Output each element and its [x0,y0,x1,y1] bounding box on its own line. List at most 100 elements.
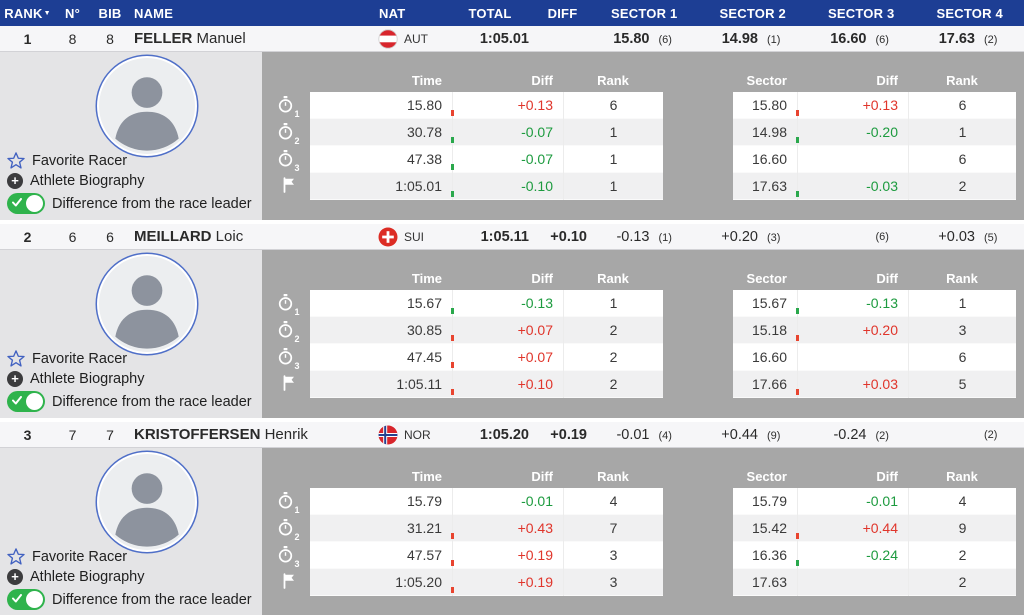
trend-mark [451,137,454,143]
racer-number: 7 [68,426,77,443]
person-silhouette-icon [115,473,179,547]
toggle-on-switch[interactable] [7,391,45,412]
athlete-biography-button[interactable]: + Athlete Biography [7,569,252,585]
sector-row: 15.80 +0.13 6 [733,92,1016,119]
sector-row: 15.79 -0.01 4 [733,488,1016,515]
sector-times-table: Sector Diff Rank 15.80 +0.13 6 14.98 -0.20 1 1… [733,68,1016,200]
trend-mark [796,308,799,314]
toggle-on-switch[interactable] [7,193,45,214]
sector-2-summary: 14.98 (1) [721,30,781,47]
racer-nationality: SUI [370,227,445,247]
sector-times-table: Sector Diff Rank 15.67 -0.13 1 15.18 +0.20 3 1… [733,266,1016,398]
racer-summary-row[interactable]: 2 6 6 MEILLARD Loic SUI 1:05.11 +0.10 -0… [0,224,1024,250]
favorite-racer-button[interactable]: Favorite Racer [7,548,252,565]
nat-code: AUT [404,31,428,46]
athlete-biography-button[interactable]: + Athlete Biography [7,173,252,189]
racer-name: MEILLARD Loic [134,228,244,245]
intermediate-2-icon: 2 [272,321,306,344]
racer-photo[interactable] [97,452,197,552]
racer-bib: 7 [106,426,114,443]
person-silhouette-icon [115,275,179,349]
racer-rank: 3 [23,426,32,443]
racer-total-time: 1:05.11 [480,228,529,245]
split-row: 47.38 -0.07 1 [310,146,663,173]
star-icon [7,548,25,565]
split-times-area: 1 2 3 Time Diff Rank 15.67 -0.13 1 30.85 +0.0… [262,250,1024,418]
split-row: 15.79 -0.01 4 [310,488,663,515]
intermediate-1-icon: 1 [272,96,306,119]
star-icon [7,350,25,367]
sector-3-summary: -0.24 (2) [833,426,889,443]
racer-rank: 1 [23,30,32,47]
split-times-area: 1 2 3 Time Diff Rank 15.80 +0.13 6 30.78 -0.0… [262,52,1024,220]
trend-mark [451,308,454,314]
racer-total-diff: +0.10 [550,228,587,245]
finish-flag-icon [272,177,306,198]
star-icon [7,152,25,169]
racer-photo[interactable] [97,254,197,354]
split-row: 15.67 -0.13 1 [310,290,663,317]
sector-4-summary: (2) [984,428,998,441]
trend-mark [451,335,454,341]
sector-4-summary: +0.03 (5) [938,228,998,245]
favorite-racer-button[interactable]: Favorite Racer [7,350,252,367]
race-leader-diff-toggle[interactable]: Difference from the race leader [7,589,252,610]
flag-sui-icon [378,227,398,246]
column-total: TOTAL [468,5,512,21]
race-leader-diff-toggle[interactable]: Difference from the race leader [7,193,252,214]
intermediate-3-icon: 3 [272,546,306,569]
racer-bib: 6 [106,228,114,245]
racer-rank: 2 [23,228,32,245]
racer-info-panel: Favorite Racer + Athlete Biography Diffe… [0,52,262,220]
split-row: 30.78 -0.07 1 [310,119,663,146]
trend-mark [451,533,454,539]
racer-section-feller: 1 8 8 FELLER Manuel AUT 1:05.01 15.80 (6)… [0,26,1024,224]
toggle-on-switch[interactable] [7,589,45,610]
racer-nationality: AUT [370,28,445,49]
sector-row: 16.60 6 [733,146,1016,173]
sector-4-summary: 17.63 (2) [938,30,998,47]
split-row: 47.45 +0.07 2 [310,344,663,371]
favorite-racer-button[interactable]: Favorite Racer [7,152,252,169]
trend-mark [796,110,799,116]
split-row: 1:05.11 +0.10 2 [310,371,663,398]
race-leader-diff-toggle[interactable]: Difference from the race leader [7,391,252,412]
trend-mark [451,389,454,395]
sector-row: 17.66 +0.03 5 [733,371,1016,398]
trend-mark [451,560,454,566]
racer-photo[interactable] [97,56,197,156]
trend-mark [796,191,799,197]
racer-name: KRISTOFFERSEN Henrik [134,426,308,443]
cumulative-times-table: Time Diff Rank 15.67 -0.13 1 30.85 +0.07 2 47.… [310,266,663,398]
sector-1-summary: 15.80 (6) [613,30,672,47]
intermediate-1-icon: 1 [272,492,306,515]
sector-row: 15.67 -0.13 1 [733,290,1016,317]
racer-detail-panel: Favorite Racer + Athlete Biography Diffe… [0,448,1024,615]
column-rank[interactable]: RANK▼ [4,5,51,21]
cumulative-times-table: Time Diff Rank 15.79 -0.01 4 31.21 +0.43 7 47.… [310,464,663,596]
sector-row: 16.60 6 [733,344,1016,371]
racer-total-time: 1:05.20 [479,426,529,443]
racer-summary-row[interactable]: 1 8 8 FELLER Manuel AUT 1:05.01 15.80 (6)… [0,26,1024,52]
racer-summary-row[interactable]: 3 7 7 KRISTOFFERSEN Henrik NOR 1:05.20 +… [0,422,1024,448]
column-bib: BIB [98,5,122,21]
flag-aut-icon [378,28,398,49]
racer-detail-panel: Favorite Racer + Athlete Biography Diffe… [0,52,1024,220]
trend-mark [451,164,454,170]
sector-row: 15.18 +0.20 3 [733,317,1016,344]
split-row: 1:05.20 +0.19 3 [310,569,663,596]
trend-mark [451,587,454,593]
sector-1-summary: -0.13 (1) [616,228,672,245]
racer-bib: 8 [106,30,114,47]
athlete-biography-button[interactable]: + Athlete Biography [7,371,252,387]
split-row: 30.85 +0.07 2 [310,317,663,344]
nat-code: SUI [404,229,425,244]
racer-total-time: 1:05.01 [479,30,529,47]
column-sector-1: SECTOR 1 [611,5,678,21]
racer-section-meillard: 2 6 6 MEILLARD Loic SUI 1:05.11 +0.10 -0… [0,224,1024,422]
column-sector-4: SECTOR 4 [936,5,1003,21]
trend-mark [451,110,454,116]
split-times-area: 1 2 3 Time Diff Rank 15.79 -0.01 4 31.21 +0.4… [262,448,1024,615]
racer-info-panel: Favorite Racer + Athlete Biography Diffe… [0,448,262,615]
column-number: N° [65,5,80,21]
